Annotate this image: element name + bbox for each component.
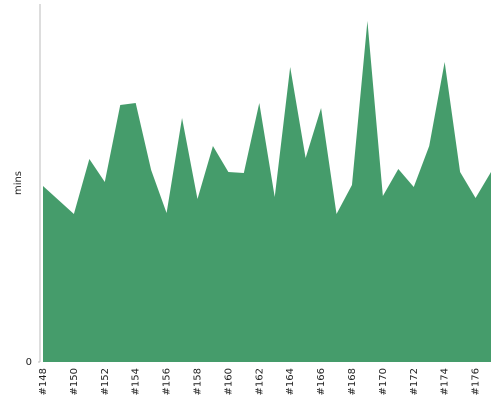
x-tick-label: #156 <box>162 368 173 395</box>
x-tick-label: #150 <box>69 368 80 395</box>
x-tick-label: #166 <box>316 368 327 395</box>
x-tick-label: #152 <box>100 368 111 395</box>
x-tick-label: #164 <box>285 368 296 395</box>
x-tick-label: #148 <box>38 368 49 395</box>
x-tick-label: #170 <box>378 368 389 395</box>
x-tick-label: #154 <box>131 368 142 395</box>
x-tick-label: #162 <box>254 368 265 395</box>
x-tick-label: #172 <box>409 368 420 395</box>
y-axis-label: mins <box>13 171 24 195</box>
x-tick-label: #174 <box>440 368 451 395</box>
area <box>43 21 491 362</box>
y-tick-label: 0 <box>26 357 32 368</box>
x-tick-label: #168 <box>347 368 358 395</box>
x-tick-label: #158 <box>192 368 203 395</box>
x-tick-label: #160 <box>223 368 234 395</box>
x-tick-label: #176 <box>471 368 482 395</box>
